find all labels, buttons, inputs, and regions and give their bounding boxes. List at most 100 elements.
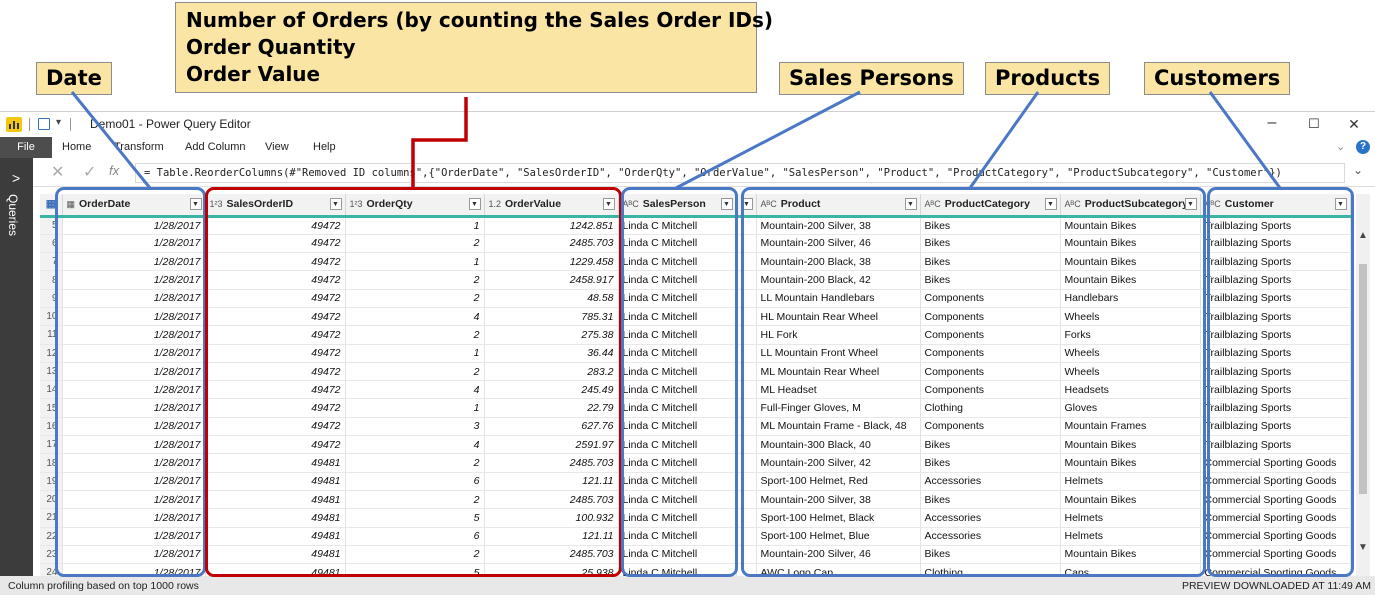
vertical-scrollbar[interactable]: ▲ ▼ [1356,194,1370,576]
table-cell[interactable]: 1/28/2017 [62,289,206,308]
table-cell[interactable]: Bikes [920,490,1061,510]
table-cell[interactable]: Trailblazing Sports [1200,398,1351,418]
table-cell[interactable]: Sport-100 Helmet, Blue [756,527,921,546]
table-row[interactable]: 16 1/28/2017 49472 3 627.76 Linda C Mitchell M… [40,417,1351,437]
row-number[interactable]: 6 [40,234,63,254]
table-cell[interactable]: Components [920,380,1061,400]
table-cell[interactable]: 1 [345,344,485,363]
table-cell[interactable]: LL Mountain Handlebars [756,289,921,308]
table-cell[interactable]: Linda C Mitchell [618,435,737,455]
table-cell[interactable]: 2591.97 [484,435,619,455]
column-header-product[interactable]: AᴮC Product ▼ [756,194,921,218]
table-cell[interactable]: Linda C Mitchell [618,325,737,345]
table-cell[interactable]: Mountain Bikes [1060,234,1201,254]
table-cell[interactable]: Trailblazing Sports [1200,252,1351,272]
table-cell[interactable]: ML Mountain Frame - Black, 48 [756,417,921,437]
table-cell[interactable]: 1/28/2017 [62,417,206,437]
table-row[interactable]: 13 1/28/2017 49472 2 283.2 Linda C Mitchell ML… [40,362,1351,382]
table-cell[interactable]: Accessories [920,508,1061,528]
table-cell[interactable]: 49481 [205,490,346,510]
column-filter-dropdown-icon[interactable]: ▼ [329,198,342,210]
table-cell[interactable]: 1242.851 [484,216,619,235]
help-icon[interactable]: ? [1356,140,1370,154]
column-header-productsubcategory[interactable]: AᴮC ProductSubcategory ▼ [1060,194,1201,218]
queries-pane[interactable]: > Queries [0,158,33,576]
table-cell[interactable]: Linda C Mitchell [618,380,737,400]
table-cell[interactable]: Commercial Sporting Goods [1200,490,1351,510]
table-cell[interactable]: Linda C Mitchell [618,216,737,235]
column-header-productcategory[interactable]: AᴮC ProductCategory ▼ [920,194,1061,218]
table-row[interactable]: 17 1/28/2017 49472 4 2591.97 Linda C Mitchell… [40,435,1351,455]
table-cell[interactable]: 49472 [205,307,346,327]
column-header-salesperson[interactable]: AᴮC SalesPerson ▼ [618,194,737,218]
table-cell[interactable]: Gloves [1060,398,1201,418]
column-filter-dropdown-icon[interactable]: ▼ [1044,198,1057,210]
table-row[interactable]: 14 1/28/2017 49472 4 245.49 Linda C Mitchell M… [40,380,1351,400]
table-cell[interactable]: Trailblazing Sports [1200,417,1351,437]
table-menu-icon[interactable]: ▦ [40,194,63,218]
row-number[interactable]: 18 [40,453,63,473]
table-cell[interactable]: 121.11 [484,527,619,546]
column-filter-dropdown-icon[interactable]: ▼ [904,198,917,210]
table-row[interactable]: 21 1/28/2017 49481 5 100.932 Linda C Mitchell… [40,508,1351,528]
row-number[interactable]: 5 [40,216,63,235]
table-cell[interactable]: 1/28/2017 [62,527,206,546]
table-cell[interactable]: 1/28/2017 [62,453,206,473]
row-number[interactable]: 17 [40,435,63,455]
table-cell[interactable]: 1/28/2017 [62,216,206,235]
row-number[interactable]: 24 [40,563,63,576]
table-cell[interactable]: Mountain Bikes [1060,453,1201,473]
table-cell[interactable]: 1 [345,216,485,235]
table-cell[interactable]: 49481 [205,527,346,546]
table-cell[interactable]: Wheels [1060,344,1201,363]
table-cell[interactable]: Linda C Mitchell [618,453,737,473]
column-filter-dropdown-icon[interactable]: ▼ [602,198,615,210]
close-button[interactable]: ✕ [1348,116,1360,132]
table-cell[interactable]: Linda C Mitchell [618,417,737,437]
expand-formula-icon[interactable]: ⌄ [1353,163,1364,177]
column-header-customer[interactable]: AᴮC Customer ▼ [1200,194,1351,218]
table-cell[interactable]: 2 [345,325,485,345]
table-cell[interactable]: Trailblazing Sports [1200,270,1351,290]
scroll-thumb[interactable] [1359,264,1367,494]
table-cell[interactable]: Linda C Mitchell [618,362,737,382]
table-row[interactable]: 6 1/28/2017 49472 2 2485.703 Linda C Mitchell… [40,234,1351,254]
table-cell[interactable]: Linda C Mitchell [618,563,737,576]
table-cell[interactable]: Trailblazing Sports [1200,344,1351,363]
table-cell[interactable]: Bikes [920,270,1061,290]
table-cell[interactable]: Sport-100 Helmet, Red [756,472,921,491]
table-row[interactable]: 18 1/28/2017 49481 2 2485.703 Linda C Mitchel… [40,453,1351,473]
table-cell[interactable]: 49481 [205,453,346,473]
table-cell[interactable]: Clothing [920,398,1061,418]
table-cell[interactable]: 49472 [205,270,346,290]
row-number[interactable]: 19 [40,472,63,491]
table-cell[interactable]: 36.44 [484,344,619,363]
table-cell[interactable]: 4 [345,307,485,327]
table-cell[interactable]: Helmets [1060,472,1201,491]
row-number[interactable]: 16 [40,417,63,437]
row-number[interactable]: 10 [40,307,63,327]
table-cell[interactable]: Commercial Sporting Goods [1200,527,1351,546]
table-cell[interactable]: 49472 [205,344,346,363]
formula-input[interactable]: = Table.ReorderColumns(#"Removed ID colu… [135,163,1345,183]
table-cell[interactable]: Mountain Bikes [1060,490,1201,510]
table-cell[interactable]: Caps [1060,563,1201,576]
table-cell[interactable]: 1/28/2017 [62,435,206,455]
scroll-up-icon[interactable]: ▲ [1358,230,1368,241]
table-cell[interactable]: 1/28/2017 [62,270,206,290]
table-cell[interactable]: Mountain Bikes [1060,216,1201,235]
tab-home[interactable]: Home [62,141,92,153]
table-cell[interactable]: 100.932 [484,508,619,528]
data-grid[interactable]: ▦ ▦ OrderDate ▼ 1²3 SalesOrderID ▼ 1²3 OrderQty… [40,194,1352,576]
table-cell[interactable]: 1229.458 [484,252,619,272]
row-number[interactable]: 13 [40,362,63,382]
column-filter-dropdown-icon[interactable]: ▼ [468,198,481,210]
table-cell[interactable]: Linda C Mitchell [618,234,737,254]
row-number[interactable]: 7 [40,252,63,272]
table-cell[interactable]: 1/28/2017 [62,472,206,491]
row-number[interactable]: 12 [40,344,63,363]
table-cell[interactable]: Mountain Bikes [1060,270,1201,290]
table-cell[interactable]: 49472 [205,380,346,400]
table-cell[interactable]: 2 [345,490,485,510]
table-cell[interactable]: Mountain Frames [1060,417,1201,437]
